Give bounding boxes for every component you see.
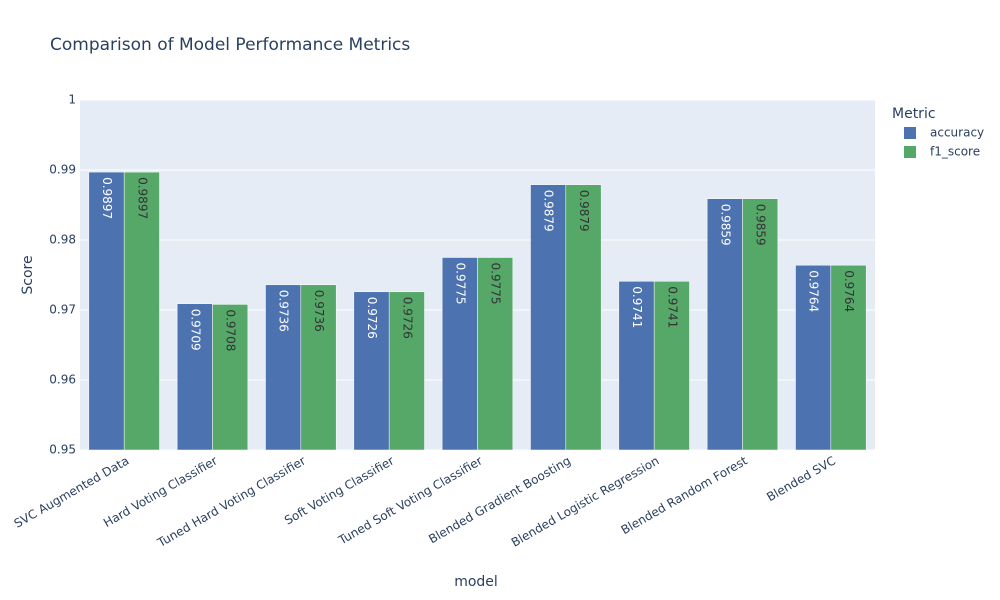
value-label: 0.9879: [542, 190, 556, 232]
bar: [300, 284, 337, 451]
legend-swatch: [904, 127, 916, 139]
value-label: 0.9897: [135, 177, 149, 219]
bar: [265, 284, 302, 451]
bar: [123, 171, 160, 451]
value-label: 0.9775: [489, 263, 503, 305]
value-label: 0.9741: [630, 286, 644, 328]
value-label: 0.9726: [400, 297, 414, 339]
bar: [618, 281, 655, 451]
value-label: 0.9859: [718, 204, 732, 246]
bar: [477, 257, 514, 451]
x-tick-label: Blended Gradient Boosting: [426, 454, 573, 547]
value-label: 0.9736: [312, 290, 326, 332]
value-label: 0.9764: [842, 270, 856, 312]
value-label: 0.9879: [577, 190, 591, 232]
bar: [795, 264, 832, 451]
value-label: 0.9897: [100, 177, 114, 219]
y-axis-title: Score: [20, 255, 36, 294]
x-tick-label: Blended SVC: [764, 454, 838, 505]
y-tick-label: 0.97: [49, 303, 76, 317]
chart-title: Comparison of Model Performance Metrics: [50, 35, 410, 55]
value-label: 0.9709: [188, 309, 202, 351]
legend-label: accuracy: [930, 126, 984, 140]
bar: [742, 198, 779, 451]
bar: [353, 291, 390, 451]
x-axis-title: model: [454, 574, 498, 590]
legend-swatch: [904, 146, 916, 158]
legend-label: f1_score: [930, 145, 980, 159]
bar: [176, 303, 213, 451]
bar: [388, 291, 425, 451]
value-label: 0.9859: [754, 204, 768, 246]
value-label: 0.9726: [365, 297, 379, 339]
value-label: 0.9736: [277, 290, 291, 332]
bar: [565, 184, 602, 451]
bar: [830, 264, 867, 451]
value-label: 0.9708: [224, 309, 238, 351]
bar: [653, 281, 690, 451]
bar: [88, 171, 125, 451]
bar: [530, 184, 567, 451]
value-label: 0.9775: [453, 263, 467, 305]
x-tick-label: Blended Logistic Regression: [509, 454, 662, 550]
bar: [212, 304, 249, 451]
value-label: 0.9764: [807, 270, 821, 312]
y-tick-label: 0.95: [49, 443, 76, 457]
value-label: 0.9741: [665, 286, 679, 328]
x-tick-label: Tuned Soft Voting Classifier: [335, 453, 485, 547]
bar: [706, 198, 743, 451]
y-tick-label: 1: [68, 93, 76, 107]
y-tick-label: 0.98: [49, 233, 76, 247]
y-tick-label: 0.96: [49, 373, 76, 387]
y-tick-label: 0.99: [49, 163, 76, 177]
legend-title: Metric: [892, 106, 936, 122]
x-tick-label: Tuned Hard Voting Classifier: [154, 453, 308, 550]
